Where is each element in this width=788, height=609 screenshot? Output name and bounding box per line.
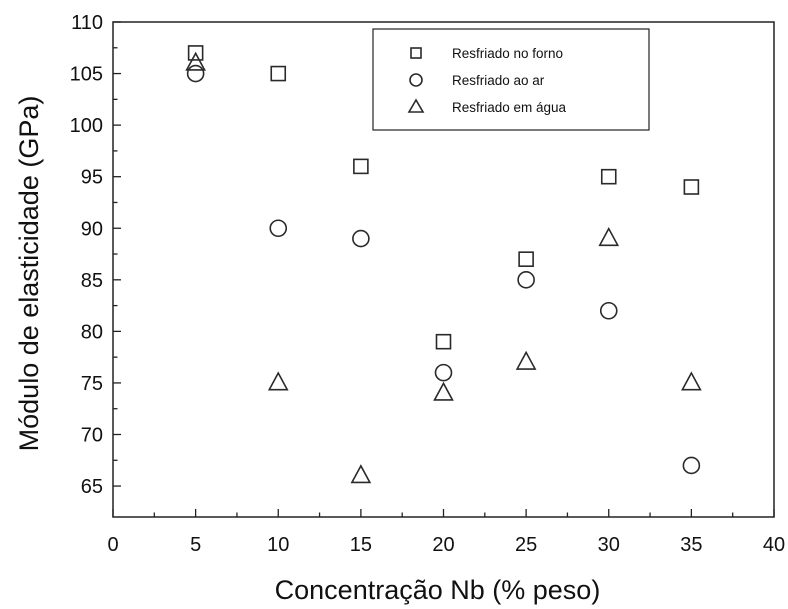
x-tick-label: 0 [107, 534, 118, 556]
triangle-data-point [350, 464, 372, 484]
x-tick-label: 10 [267, 534, 289, 556]
y-tick-label: 110 [71, 12, 103, 34]
triangle-data-point [515, 350, 537, 370]
legend-item: Resfriado ao ar [409, 73, 545, 88]
y-tick-label: 100 [70, 115, 103, 137]
square-data-point [683, 179, 700, 195]
x-tick-label: 5 [190, 534, 201, 556]
triangle-data-point [598, 226, 620, 247]
series-circle [186, 64, 701, 475]
circle-data-point [269, 219, 288, 238]
square-data-point [600, 168, 617, 185]
y-tick-label: 90 [81, 218, 103, 240]
triangle-data-point [267, 371, 289, 391]
y-tick-label: 75 [81, 373, 103, 395]
series-triangle [185, 51, 702, 484]
triangle-data-point [185, 51, 206, 71]
y-tick-label: 65 [81, 476, 103, 498]
legend-triangle-icon [407, 98, 425, 113]
x-axis-title: Concentração Nb (% peso) [275, 575, 601, 605]
triangle-data-point [433, 381, 454, 401]
square-data-point [187, 45, 204, 61]
triangle-data-point [681, 371, 702, 391]
axis-tick-labels: 0 5 10 15 20 25 30 35 40 65 70 75 80 85 90 95 100 105 110 [70, 12, 786, 556]
legend-square-icon [410, 47, 422, 59]
y-tick-label: 105 [70, 64, 103, 86]
circle-data-point [186, 64, 205, 83]
square-data-point [518, 251, 534, 267]
legend-label: Resfriado ao ar [452, 73, 545, 88]
x-tick-label: 30 [598, 534, 620, 556]
series-square [187, 45, 700, 350]
y-tick-label: 85 [81, 270, 103, 292]
x-tick-label: 40 [763, 534, 785, 556]
y-tick-label: 70 [81, 425, 103, 447]
y-axis-title: Módulo de elasticidade (GPa) [14, 96, 44, 452]
x-tick-label: 15 [350, 534, 372, 556]
square-data-point [270, 65, 287, 82]
x-tick-label: 25 [515, 534, 537, 556]
circle-data-point [434, 363, 453, 382]
legend-label: Resfriado no forno [452, 46, 563, 61]
legend-item: Resfriado no forno [410, 46, 563, 61]
circle-data-point [599, 301, 618, 320]
legend-circle-icon [409, 73, 423, 87]
y-tick-label: 80 [81, 321, 103, 343]
data-markers [185, 45, 702, 484]
x-tick-label: 20 [432, 534, 454, 556]
legend-box [372, 28, 650, 131]
legend: Resfriado no forno Resfriado ao ar Resfria… [372, 28, 650, 131]
square-data-point [435, 333, 452, 350]
circle-data-point [517, 271, 535, 289]
x-tick-label: 35 [680, 534, 702, 556]
legend-item: Resfriado em água [407, 98, 567, 115]
circle-data-point [682, 456, 701, 475]
legend-label: Resfriado em água [452, 100, 567, 115]
y-tick-label: 95 [81, 167, 103, 189]
plot-frame [112, 21, 775, 518]
square-data-point [353, 158, 369, 175]
circle-data-point [352, 229, 370, 248]
